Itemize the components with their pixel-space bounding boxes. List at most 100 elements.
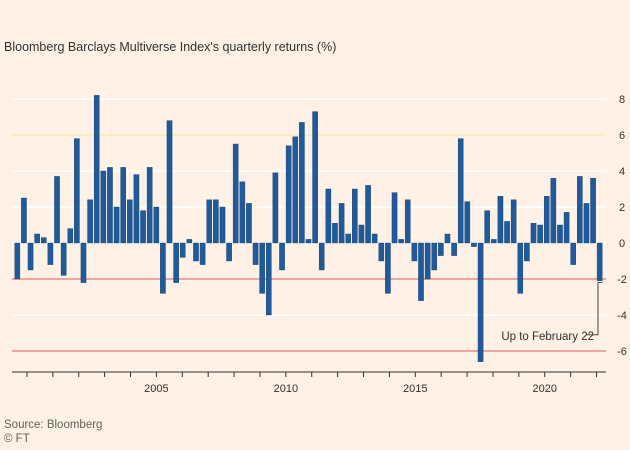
bar bbox=[510, 199, 517, 244]
bar bbox=[120, 167, 126, 244]
annotation-label: Up to February 22 bbox=[501, 331, 594, 343]
bar bbox=[279, 242, 285, 271]
bar bbox=[226, 242, 232, 262]
chart-source: Source: Bloomberg © FT bbox=[4, 418, 102, 446]
y-tick-label: -2 bbox=[617, 274, 627, 286]
bar bbox=[14, 242, 21, 280]
bar bbox=[153, 206, 160, 244]
bar bbox=[21, 197, 27, 244]
bar bbox=[160, 242, 166, 294]
bar bbox=[358, 224, 365, 244]
bar bbox=[186, 239, 193, 244]
bar bbox=[570, 242, 577, 265]
source-line: Source: Bloomberg bbox=[4, 419, 103, 431]
bar bbox=[451, 242, 457, 256]
bar bbox=[100, 170, 107, 244]
bar bbox=[140, 210, 146, 244]
bar bbox=[385, 242, 391, 294]
bar bbox=[259, 242, 265, 294]
bar bbox=[497, 195, 504, 244]
bar bbox=[87, 199, 93, 244]
bar bbox=[457, 138, 464, 244]
bar bbox=[67, 228, 74, 244]
bar bbox=[146, 167, 153, 244]
bar bbox=[292, 136, 299, 244]
bar bbox=[179, 242, 186, 258]
bar bbox=[232, 143, 239, 244]
x-tick-label: 2005 bbox=[144, 383, 168, 395]
bar bbox=[365, 185, 371, 244]
bar bbox=[431, 242, 438, 271]
bar bbox=[491, 239, 497, 244]
bar bbox=[285, 145, 292, 244]
bar bbox=[107, 167, 113, 244]
bar bbox=[418, 242, 424, 301]
bar bbox=[398, 239, 404, 244]
y-tick-label: 6 bbox=[619, 130, 625, 142]
x-tick-label: 2015 bbox=[403, 383, 427, 395]
bar bbox=[477, 242, 484, 363]
y-tick-label: -4 bbox=[617, 310, 627, 322]
y-tick-label: -6 bbox=[617, 346, 627, 358]
copyright-line: © FT bbox=[4, 433, 30, 445]
bar bbox=[537, 224, 543, 244]
bar bbox=[272, 172, 279, 244]
bar bbox=[352, 188, 358, 244]
bar bbox=[378, 242, 385, 262]
y-tick-label: 4 bbox=[619, 166, 625, 178]
bar bbox=[338, 203, 345, 244]
bar bbox=[345, 233, 351, 244]
bar bbox=[596, 242, 603, 281]
bar bbox=[252, 242, 259, 265]
bar bbox=[193, 242, 199, 262]
bar bbox=[424, 242, 431, 280]
bar bbox=[404, 199, 411, 244]
bar bbox=[391, 192, 398, 244]
bar bbox=[246, 203, 252, 244]
bar bbox=[133, 174, 140, 244]
annotation-connector bbox=[586, 282, 603, 336]
bar bbox=[47, 242, 54, 265]
bar bbox=[590, 177, 596, 244]
y-tick-label: 8 bbox=[619, 94, 625, 106]
bar bbox=[41, 237, 47, 244]
bar bbox=[484, 210, 490, 244]
x-tick-label: 2020 bbox=[533, 383, 557, 395]
bar bbox=[60, 242, 67, 276]
x-tick-label: 2010 bbox=[274, 383, 298, 395]
bar bbox=[206, 199, 213, 244]
bar bbox=[113, 206, 120, 244]
bar bbox=[444, 233, 451, 244]
bar bbox=[305, 239, 312, 244]
annotations: Up to February 22 bbox=[501, 282, 603, 343]
chart-subtitle: Bloomberg Barclays Multiverse Index's qu… bbox=[4, 40, 337, 54]
bar bbox=[239, 181, 246, 244]
bar bbox=[127, 199, 133, 244]
bar bbox=[219, 206, 226, 244]
y-tick-label: 0 bbox=[619, 238, 625, 250]
bar bbox=[299, 122, 305, 244]
bar bbox=[471, 242, 477, 247]
bar bbox=[577, 176, 583, 244]
bar bbox=[464, 201, 471, 244]
bar bbox=[199, 242, 206, 265]
bars bbox=[14, 95, 603, 363]
bar bbox=[325, 188, 332, 244]
bar bbox=[27, 242, 34, 271]
bar bbox=[34, 233, 40, 244]
bar bbox=[411, 242, 418, 262]
bar bbox=[312, 111, 318, 244]
bar bbox=[557, 224, 563, 244]
bar bbox=[524, 242, 530, 262]
bar bbox=[517, 242, 524, 294]
bar bbox=[543, 195, 550, 244]
bar bbox=[93, 95, 100, 244]
bar bbox=[54, 176, 60, 244]
bar bbox=[80, 242, 87, 283]
bar bbox=[173, 242, 179, 283]
bar bbox=[166, 120, 173, 244]
bar bbox=[530, 222, 537, 244]
